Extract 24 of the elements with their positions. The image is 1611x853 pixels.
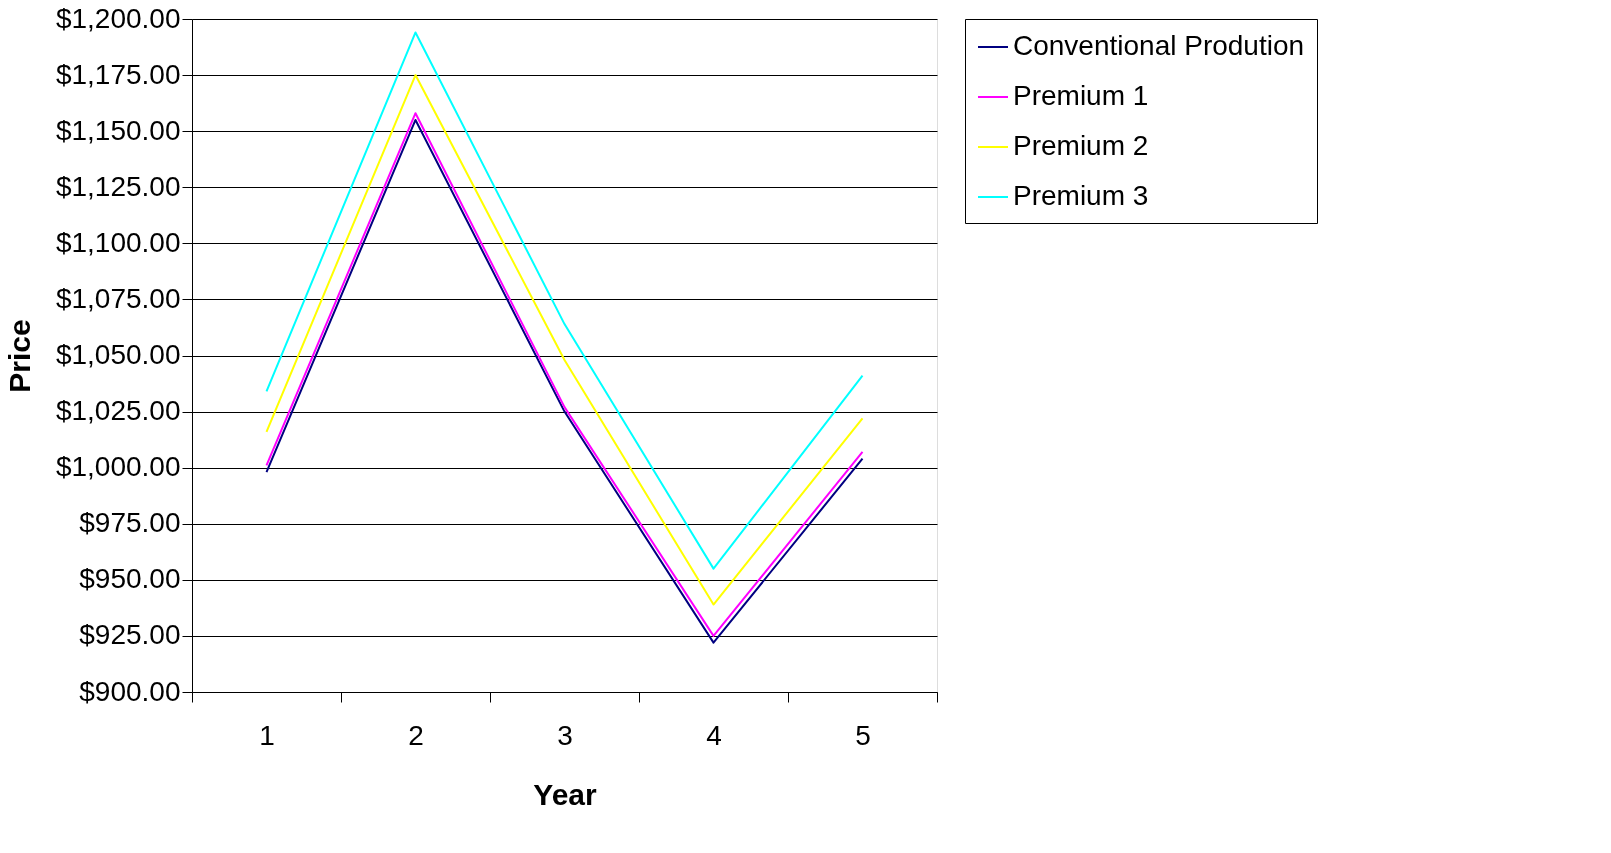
- y-tick-label: $1,050.00: [55, 339, 181, 370]
- y-tick-label: $1,025.00: [55, 395, 181, 427]
- x-tick-label: 2: [408, 719, 424, 751]
- y-tick-label: $950.00: [79, 563, 181, 595]
- legend-label: Conventional Prodution: [1013, 30, 1305, 61]
- y-tick-label: $1,100.00: [55, 226, 181, 258]
- x-tick-label: 1: [259, 719, 275, 751]
- y-tick-label: $1,125.00: [55, 170, 181, 202]
- y-tick-label: $1,000.00: [55, 451, 181, 483]
- legend-label: Premium 1: [1013, 80, 1149, 111]
- x-tick-label: 3: [557, 719, 573, 751]
- y-tick-label: $1,075.00: [55, 282, 181, 314]
- y-tick-label: $900.00: [79, 675, 181, 707]
- x-axis-title: Year: [533, 777, 598, 811]
- y-tick-label: $925.00: [79, 619, 181, 651]
- x-tick-label: 4: [706, 719, 722, 751]
- legend-label: Premium 2: [1013, 130, 1149, 161]
- x-tick-label: 5: [855, 719, 871, 751]
- y-tick-label: $1,200.00: [55, 2, 181, 34]
- y-tick-label: $1,175.00: [55, 58, 181, 90]
- legend-label: Premium 3: [1013, 180, 1149, 211]
- y-tick-label: $1,150.00: [55, 114, 181, 146]
- y-axis-title: Price: [2, 319, 36, 393]
- y-tick-label: $975.00: [79, 507, 181, 539]
